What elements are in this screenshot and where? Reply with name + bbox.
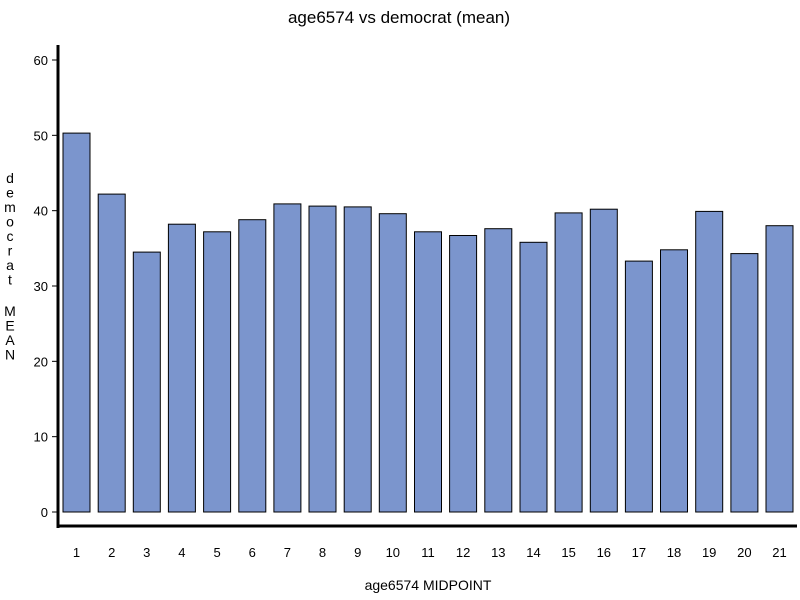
y-tick-label: 30 (34, 279, 48, 294)
x-tick-label: 20 (737, 545, 751, 560)
bar-20 (730, 253, 759, 513)
bar-2 (97, 193, 126, 513)
x-tick-label: 8 (319, 545, 326, 560)
bar-10 (378, 213, 407, 513)
bar-4 (167, 223, 196, 513)
bar-12 (449, 235, 478, 513)
y-axis-title-letter: t (8, 272, 12, 288)
y-tick-label: 50 (34, 128, 48, 143)
y-tick-label: 60 (34, 53, 48, 68)
bar-15 (554, 212, 583, 513)
x-tick-label: 2 (108, 545, 115, 560)
x-axis-title: age6574 MIDPOINT (365, 577, 492, 593)
bar-9 (343, 206, 372, 513)
x-tick-label: 10 (386, 545, 400, 560)
x-tick-label: 12 (456, 545, 470, 560)
x-tick-label: 18 (667, 545, 681, 560)
x-tick-label: 7 (284, 545, 291, 560)
y-ticks: 0 10 20 30 40 50 60 (34, 53, 58, 520)
y-axis-title-letter: e (6, 185, 14, 201)
bar-17 (624, 260, 653, 513)
x-tick-label: 15 (561, 545, 575, 560)
bar-18 (660, 249, 688, 513)
y-axis-title-letter: A (5, 332, 15, 348)
bar-1 (62, 132, 91, 513)
bar-14 (519, 241, 548, 513)
bar-6 (238, 219, 267, 513)
y-axis-title-letter: o (6, 214, 14, 230)
bar-8 (308, 205, 337, 513)
x-tick-label: 17 (632, 545, 646, 560)
x-tick-label: 3 (143, 545, 150, 560)
y-axis-title-letter: M (4, 303, 16, 319)
x-tick-label: 9 (354, 545, 361, 560)
bar-16 (589, 208, 618, 513)
bar-21 (765, 225, 794, 513)
x-tick-label: 4 (178, 545, 185, 560)
x-tick-label: 11 (421, 545, 435, 560)
bar-3 (132, 251, 161, 513)
y-axis-title-letter: m (4, 199, 16, 215)
bar-11 (414, 231, 442, 513)
y-axis-title-letter: c (7, 228, 14, 244)
bar-19 (695, 210, 724, 513)
x-ticks: 1 2 3 4 5 6 7 8 9 10 11 12 13 14 15 16 17 18 19 20 21 (73, 545, 787, 560)
y-axis-title-letter: E (5, 318, 14, 334)
bars-layer (62, 132, 794, 513)
x-tick-label: 16 (597, 545, 611, 560)
x-tick-label: 14 (526, 545, 540, 560)
x-tick-label: 21 (772, 545, 786, 560)
y-axis-title-letter: r (8, 243, 13, 259)
y-tick-label: 0 (41, 505, 48, 520)
y-axis-title-letter: a (6, 257, 14, 273)
y-tick-label: 20 (34, 354, 48, 369)
y-tick-label: 10 (34, 430, 48, 445)
x-tick-label: 6 (249, 545, 256, 560)
bar-5 (203, 231, 232, 513)
y-tick-label: 40 (34, 204, 48, 219)
y-axis-title-letter: N (5, 347, 15, 363)
chart-title: age6574 vs democrat (mean) (288, 8, 510, 27)
y-axis-title-letter: d (6, 170, 14, 186)
x-tick-label: 19 (702, 545, 716, 560)
bar-13 (484, 228, 513, 513)
x-tick-label: 5 (213, 545, 220, 560)
x-tick-label: 13 (491, 545, 505, 560)
bar-7 (273, 203, 302, 513)
x-tick-label: 1 (73, 545, 80, 560)
